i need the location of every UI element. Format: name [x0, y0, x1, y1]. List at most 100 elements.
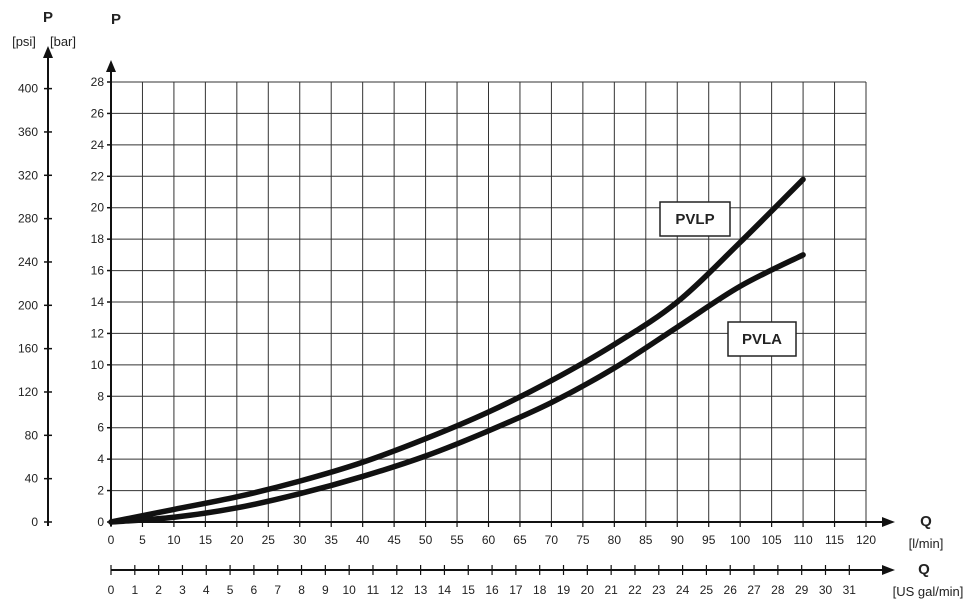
- axis-arrow: [882, 517, 895, 527]
- x-axis-lmin-symbol: Q: [920, 513, 932, 530]
- x-axis-usgal-tick-label: 22: [628, 583, 642, 597]
- x-axis-usgal-tick-label: 18: [533, 583, 547, 597]
- y-axis-bar-tick-label: 20: [91, 201, 105, 215]
- x-axis-lmin-tick-label: 25: [262, 533, 276, 547]
- x-axis-usgal-tick-label: 10: [342, 583, 356, 597]
- x-axis-lmin-tick-label: 0: [108, 533, 115, 547]
- y-axis-bar-tick-label: 6: [97, 421, 104, 435]
- x-axis-lmin-tick-label: 40: [356, 533, 370, 547]
- x-axis-lmin-tick-label: 90: [671, 533, 685, 547]
- x-axis-usgal-ticks: 0 1 2 3 4 5 6 7 8 9 10 11 12 13 14 15 16 17 18 19 20 21 22 23 24…: [108, 565, 857, 597]
- x-axis-lmin-tick-label: 45: [387, 533, 401, 547]
- x-axis-usgal-tick-label: 4: [203, 583, 210, 597]
- x-axis-usgal-tick-label: 29: [795, 583, 809, 597]
- x-axis-lmin-tick-label: 55: [450, 533, 464, 547]
- x-axis-lmin-tick-label: 30: [293, 533, 307, 547]
- x-axis-lmin-tick-label: 60: [482, 533, 496, 547]
- x-axis-usgal-tick-label: 6: [251, 583, 258, 597]
- y-axis-bar-tick-label: 0: [97, 515, 104, 529]
- x-axis-lmin-tick-label: 5: [139, 533, 146, 547]
- series-label-box-pvlp: [659, 201, 731, 237]
- x-axis-usgal-tick-label: 9: [322, 583, 329, 597]
- y-axis-psi-tick-label: 280: [18, 212, 38, 226]
- x-axis-usgal-tick-label: 7: [274, 583, 281, 597]
- x-axis-lmin-tick-label: 50: [419, 533, 433, 547]
- y-axis-bar-tick-label: 16: [91, 264, 105, 278]
- y-axis-bar-tick-label: 8: [97, 389, 104, 403]
- y-axis-psi-tick-label: 0: [31, 515, 38, 529]
- series-line-pvlp: [108, 176, 806, 525]
- x-axis-usgal-tick-label: 21: [604, 583, 618, 597]
- x-axis-lmin-tick-label: 100: [730, 533, 750, 547]
- x-axis-usgal-tick-label: 31: [843, 583, 857, 597]
- x-axis-usgal-tick-label: 5: [227, 583, 234, 597]
- y-axis-psi-tick-label: 360: [18, 125, 38, 139]
- y-axis-psi-tick-label: 40: [25, 472, 39, 486]
- series-label-box-pvla: [727, 321, 797, 357]
- x-axis-lmin-tick-label: 115: [825, 533, 844, 547]
- series-label-pvlp: PVLP: [675, 211, 714, 228]
- y-axis-bar-tick-label: 10: [91, 358, 105, 372]
- x-axis-lmin-tick-label: 80: [608, 533, 622, 547]
- x-axis-lmin-tick-label: 10: [167, 533, 181, 547]
- axis-arrow: [106, 60, 116, 72]
- x-axis-usgal-tick-label: 11: [367, 583, 380, 597]
- x-axis-usgal-symbol: Q: [918, 561, 930, 578]
- x-axis-usgal-tick-label: 2: [155, 583, 162, 597]
- x-axis-usgal-tick-label: 0: [108, 583, 115, 597]
- chart-series: [108, 176, 806, 525]
- y-axis-bar-tick-label: 28: [91, 75, 105, 89]
- x-axis-usgal-tick-label: 19: [557, 583, 571, 597]
- y-axis-psi-symbol: P: [43, 9, 53, 26]
- x-axis-lmin-tick-label: 110: [794, 533, 813, 547]
- x-axis-usgal-tick-label: 25: [700, 583, 714, 597]
- x-axis-usgal-tick-label: 23: [652, 583, 666, 597]
- y-axis-bar-tick-label: 2: [97, 484, 104, 498]
- x-axis-lmin-tick-label: 15: [199, 533, 213, 547]
- x-axis-usgal-tick-label: 20: [581, 583, 595, 597]
- x-axis-usgal-tick-label: 13: [414, 583, 428, 597]
- x-axis-usgal-tick-label: 1: [131, 583, 138, 597]
- y-axis-bar-tick-label: 22: [91, 169, 105, 183]
- x-axis-usgal-tick-label: 3: [179, 583, 186, 597]
- y-axis-bar-tick-label: 14: [91, 295, 105, 309]
- y-axis-psi-unit: [psi]: [12, 34, 36, 49]
- y-axis-bar-tick-label: 18: [91, 232, 105, 246]
- y-axis-bar-tick-label: 12: [91, 326, 105, 340]
- x-axis-lmin-unit: [l/min]: [909, 536, 944, 551]
- y-axis-bar-unit: [bar]: [50, 34, 76, 49]
- chart-axes: [43, 46, 895, 575]
- chart-grid: [111, 81, 867, 522]
- x-axis-lmin-tick-label: 105: [762, 533, 782, 547]
- y-axis-psi-tick-label: 120: [18, 385, 38, 399]
- x-axis-lmin-ticks: 0 5 10 15 20 25 30 35 40 45 50 55 60 65 70 75 80 85 90 95 10…: [108, 522, 876, 547]
- x-axis-usgal-unit: [US gal/min]: [893, 584, 964, 599]
- y-axis-psi-tick-label: 200: [18, 298, 38, 312]
- x-axis-usgal-tick-label: 28: [771, 583, 785, 597]
- axis-arrow: [43, 46, 53, 58]
- x-axis-usgal-tick-label: 15: [462, 583, 476, 597]
- x-axis-usgal-tick-label: 8: [298, 583, 305, 597]
- y-axis-psi-tick-label: 160: [18, 342, 38, 356]
- x-axis-lmin-tick-label: 65: [513, 533, 527, 547]
- series-line-pvla: [108, 252, 806, 525]
- x-axis-lmin-tick-label: 95: [702, 533, 716, 547]
- x-axis-usgal-tick-label: 14: [438, 583, 452, 597]
- x-axis-lmin-tick-label: 70: [545, 533, 559, 547]
- series-label-pvla: PVLA: [742, 331, 782, 348]
- y-axis-bar-symbol: P: [111, 11, 121, 28]
- x-axis-lmin-tick-label: 75: [576, 533, 590, 547]
- y-axis-psi-ticks: 0 40 80 120 160 200 240 280 320 360 400: [18, 82, 52, 529]
- y-axis-bar-tick-label: 26: [91, 106, 105, 120]
- x-axis-usgal-tick-label: 12: [390, 583, 404, 597]
- y-axis-bar-tick-label: 24: [91, 138, 105, 152]
- axis-arrow: [882, 565, 895, 575]
- x-axis-usgal-tick-label: 27: [747, 583, 761, 597]
- x-axis-lmin-tick-label: 85: [639, 533, 653, 547]
- series-labels: PVLP PVLA: [659, 201, 797, 357]
- x-axis-usgal-tick-label: 30: [819, 583, 833, 597]
- y-axis-bar-tick-label: 4: [97, 452, 104, 466]
- y-axis-psi-tick-label: 320: [18, 168, 38, 182]
- x-axis-usgal-tick-label: 24: [676, 583, 690, 597]
